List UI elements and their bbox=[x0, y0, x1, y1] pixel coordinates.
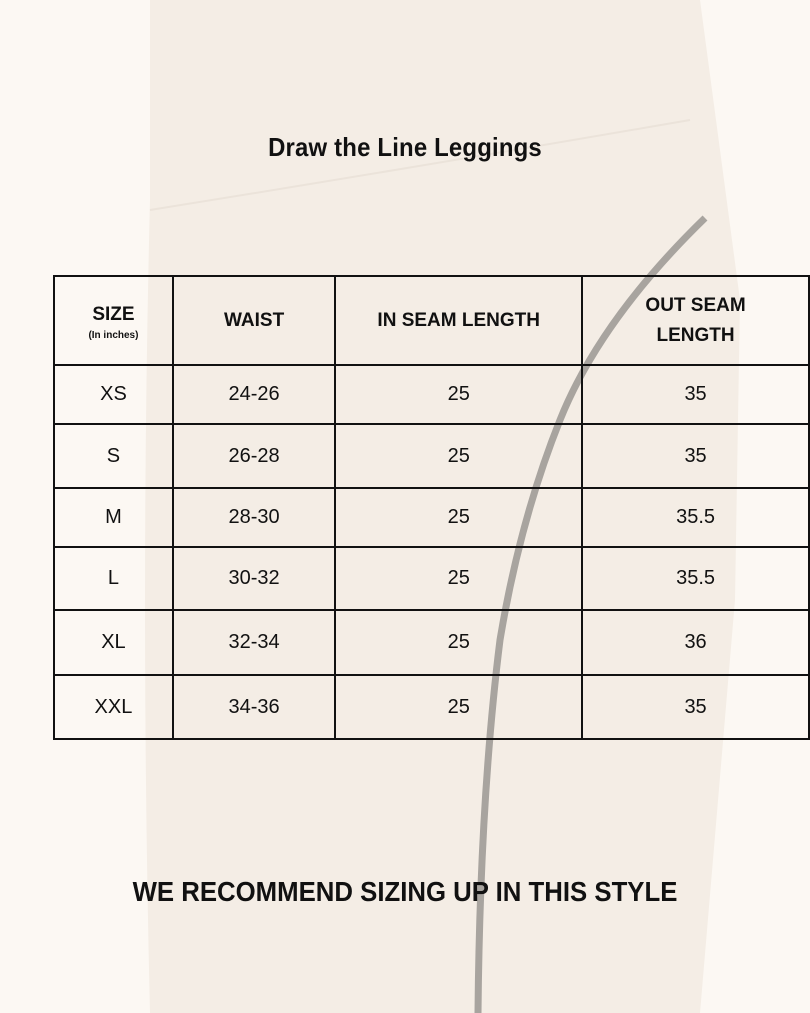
size-cell: XL bbox=[53, 609, 174, 676]
table-row: S 26-28 25 35 bbox=[53, 423, 810, 489]
out-seam-cell: 35 bbox=[581, 423, 810, 489]
header-size-unit: (In inches) bbox=[88, 329, 139, 341]
sizing-recommendation: WE RECOMMEND SIZING UP IN THIS STYLE bbox=[132, 876, 678, 907]
waist-cell: 30-32 bbox=[171, 546, 337, 611]
waist-cell: 24-26 bbox=[171, 364, 337, 425]
in-seam-cell: 25 bbox=[334, 546, 584, 611]
size-cell: XS bbox=[53, 364, 174, 425]
table-row: L 30-32 25 35.5 bbox=[53, 546, 810, 611]
size-cell: L bbox=[53, 546, 174, 611]
header-size: SIZE (In inches) bbox=[53, 275, 174, 366]
in-seam-cell: 25 bbox=[334, 674, 584, 740]
out-seam-cell: 36 bbox=[581, 609, 810, 676]
header-out-seam: OUT SEAM LENGTH bbox=[581, 275, 810, 366]
table-row: XS 24-26 25 35 bbox=[53, 364, 810, 425]
in-seam-cell: 25 bbox=[334, 487, 584, 548]
waist-cell: 34-36 bbox=[171, 674, 337, 740]
waist-cell: 32-34 bbox=[171, 609, 337, 676]
out-seam-cell: 35 bbox=[581, 364, 810, 425]
in-seam-cell: 25 bbox=[334, 364, 584, 425]
out-seam-cell: 35 bbox=[581, 674, 810, 740]
table-row: XXL 34-36 25 35 bbox=[53, 674, 810, 740]
size-cell: M bbox=[53, 487, 174, 548]
waist-cell: 28-30 bbox=[171, 487, 337, 548]
size-chart-table: SIZE (In inches) WAIST IN SEAM LENGTH OUT… bbox=[53, 275, 810, 740]
header-in-seam: IN SEAM LENGTH bbox=[334, 275, 584, 366]
in-seam-cell: 25 bbox=[334, 609, 584, 676]
out-seam-cell: 35.5 bbox=[581, 546, 810, 611]
out-seam-cell: 35.5 bbox=[581, 487, 810, 548]
size-cell: S bbox=[53, 423, 174, 489]
in-seam-cell: 25 bbox=[334, 423, 584, 489]
header-waist: WAIST bbox=[171, 275, 337, 366]
size-cell: XXL bbox=[53, 674, 174, 740]
table-row: XL 32-34 25 36 bbox=[53, 609, 810, 676]
table-row: M 28-30 25 35.5 bbox=[53, 487, 810, 548]
page-title: Draw the Line Leggings bbox=[268, 132, 542, 162]
waist-cell: 26-28 bbox=[171, 423, 337, 489]
table-header-row: SIZE (In inches) WAIST IN SEAM LENGTH OUT… bbox=[53, 275, 810, 366]
